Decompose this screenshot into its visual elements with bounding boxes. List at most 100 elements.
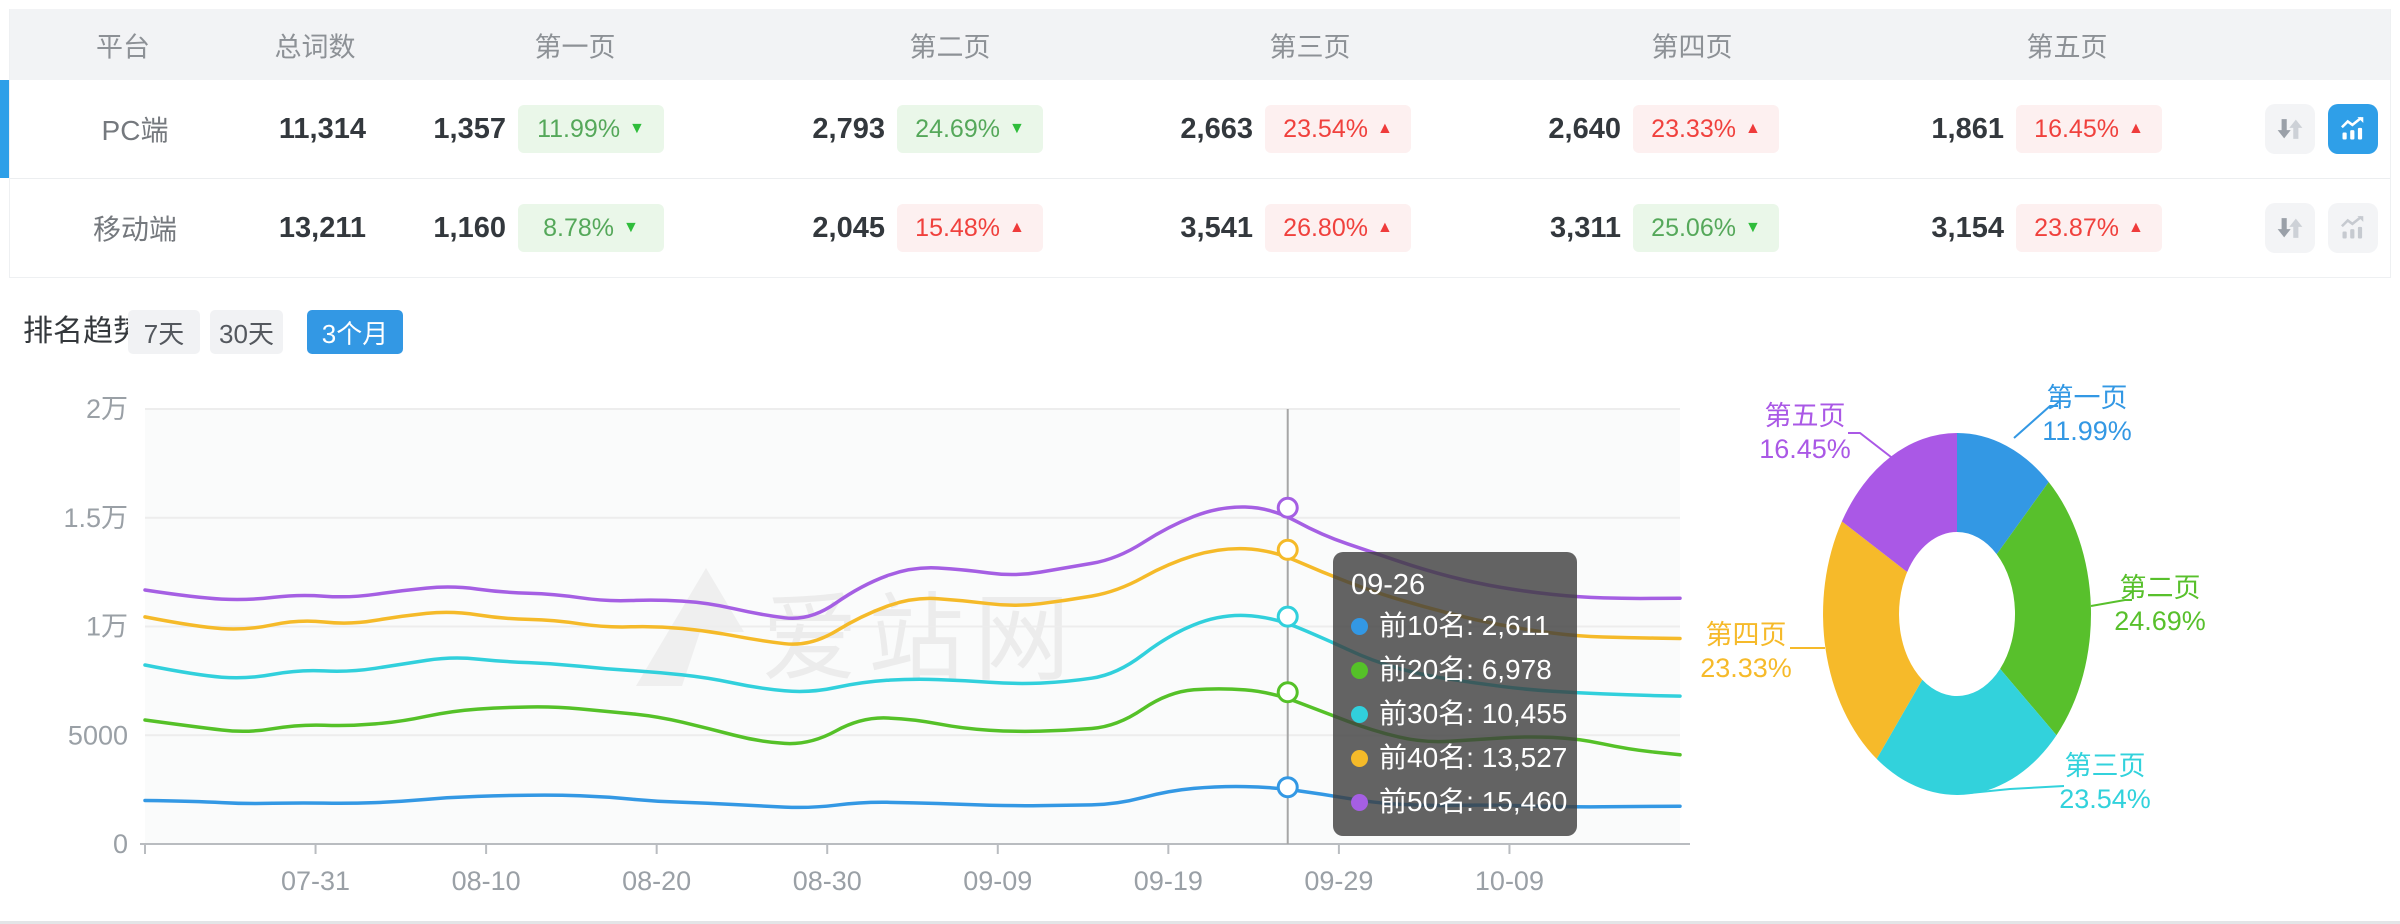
page-bottom-border	[0, 921, 2400, 924]
table-row-pc[interactable]: PC端 11,314 1,357 11.99% ▼ 2,793 24.69% ▼ 2…	[10, 80, 2390, 178]
page3-change-pct: 23.54%	[1283, 114, 1368, 143]
x-axis-label: 08-30	[793, 866, 862, 896]
donut-label-pct: 23.33%	[1700, 653, 1792, 683]
col-header-total-words: 总词数	[274, 32, 356, 62]
trend-chart-button-active[interactable]	[2328, 104, 2378, 154]
col-header-page3: 第三页	[1269, 32, 1351, 62]
page4-change-badge: 23.33% ▲	[1633, 105, 1779, 153]
rank-summary-table: 平台 总词数 第一页 第二页 第三页 第四页 第五页 PC端 11,314 1,…	[9, 9, 2391, 278]
chart-tooltip: 09-26 前10名: 2,611 前20名: 6,978 前30名: 10,455 前…	[1333, 552, 1577, 836]
donut-slice-第五页[interactable]	[1841, 433, 1957, 572]
col-header-page5: 第五页	[2026, 32, 2108, 62]
donut-label-第一页: 第一页 11.99%	[2032, 382, 2142, 448]
trend-up-icon: ▲	[2127, 120, 2144, 137]
x-axis-label: 08-20	[622, 866, 691, 896]
tab-7days[interactable]: 7天	[128, 310, 200, 354]
trend-down-icon: ▼	[629, 120, 645, 137]
sort-updown-button[interactable]	[2265, 104, 2315, 154]
donut-label-第二页: 第二页 24.69%	[2105, 572, 2215, 638]
y-axis-label: 0	[113, 829, 128, 859]
page4-change-pct: 25.06%	[1651, 213, 1736, 242]
page5-change-pct: 16.45%	[2034, 114, 2119, 143]
page5-count: 3,154	[1931, 211, 2004, 244]
series-dot-icon	[1351, 705, 1368, 723]
tooltip-item: 前10名: 2,611	[1351, 604, 1559, 648]
marker-point-前50名	[1276, 496, 1299, 519]
trend-up-icon: ▲	[1744, 120, 1761, 137]
series-dot-icon	[1351, 749, 1368, 767]
page3-change-badge: 23.54% ▲	[1265, 105, 1411, 153]
marker-point-前20名	[1276, 681, 1299, 704]
donut-label-pct: 11.99%	[2042, 416, 2132, 446]
donut-slice-第二页[interactable]	[1996, 482, 2091, 736]
donut-chart-canvas[interactable]	[1680, 380, 2400, 924]
donut-label-leader	[2013, 405, 2058, 439]
table-header-row: 平台 总词数 第一页 第二页 第三页 第四页 第五页	[10, 9, 2390, 80]
page1-change-badge: 8.78% ▼	[518, 204, 664, 252]
trend-title: 排名趋势	[23, 315, 143, 348]
page1-change-pct: 8.78%	[543, 213, 615, 242]
trend-up-icon: ▲	[1008, 219, 1025, 236]
active-row-indicator	[0, 80, 9, 178]
page3-count: 3,541	[1180, 211, 1253, 244]
page5-change-badge: 16.45% ▲	[2016, 105, 2162, 153]
total-words-value: 13,211	[278, 211, 366, 244]
page2-change-badge: 15.48% ▲	[897, 204, 1043, 252]
trend-down-icon: ▼	[623, 219, 639, 236]
tooltip-item: 前40名: 13,527	[1351, 736, 1567, 780]
trend-chart-icon	[2341, 215, 2364, 239]
series-dot-icon	[1351, 661, 1368, 679]
tooltip-date: 09-26	[1351, 569, 1426, 601]
row-actions	[2265, 104, 2390, 154]
donut-slice-第四页[interactable]	[1823, 521, 1923, 759]
table-row-mobile[interactable]: 移动端 13,211 1,160 8.78% ▼ 2,045 15.48% ▲ 3,…	[10, 178, 2390, 277]
tab-30days[interactable]: 30天	[210, 310, 283, 354]
donut-slice-第三页[interactable]	[1876, 668, 2057, 795]
x-axis-label: 09-09	[963, 866, 1032, 896]
donut-label-name: 第二页	[2119, 573, 2201, 603]
x-axis-label: 09-19	[1134, 866, 1203, 896]
page4-change-badge: 25.06% ▼	[1633, 204, 1779, 252]
sort-updown-icon	[2277, 218, 2303, 238]
y-axis-label: 1.5万	[63, 503, 128, 533]
page1-change-badge: 11.99% ▼	[518, 105, 664, 153]
y-axis-label: 1万	[86, 612, 128, 642]
page2-change-pct: 24.69%	[915, 114, 1000, 143]
trend-up-icon: ▲	[1376, 219, 1393, 236]
page2-change-badge: 24.69% ▼	[897, 105, 1043, 153]
donut-label-第四页: 第四页 23.33%	[1691, 619, 1801, 685]
platform-label: PC端	[101, 115, 169, 146]
platform-label: 移动端	[92, 214, 177, 245]
tooltip-item-text: 前20名: 6,978	[1379, 654, 1552, 685]
page4-count: 2,640	[1548, 112, 1621, 145]
row-actions	[2265, 203, 2390, 253]
donut-label-name: 第一页	[2046, 383, 2128, 413]
x-axis-label: 10-09	[1475, 866, 1544, 896]
donut-label-leader	[1969, 785, 2065, 794]
page1-count: 1,357	[433, 112, 506, 145]
col-header-page2: 第二页	[909, 32, 991, 62]
page1-count: 1,160	[433, 211, 506, 244]
page1-change-pct: 11.99%	[537, 114, 621, 143]
col-header-page4: 第四页	[1651, 32, 1733, 62]
donut-label-name: 第四页	[1705, 620, 1787, 650]
page5-change-badge: 23.87% ▲	[2016, 204, 2162, 252]
tooltip-item-text: 前50名: 15,460	[1379, 786, 1568, 817]
trend-chart-button[interactable]	[2328, 203, 2378, 253]
donut-slice-第一页[interactable]	[1957, 433, 2049, 555]
tooltip-item-text: 前30名: 10,455	[1379, 698, 1568, 729]
tab-3months[interactable]: 3个月	[307, 310, 403, 354]
donut-label-leader	[1848, 432, 1892, 458]
marker-point-前30名	[1276, 605, 1299, 628]
sort-updown-icon	[2277, 119, 2303, 139]
tooltip-item-text: 前10名: 2,611	[1379, 610, 1550, 641]
tooltip-item: 前30名: 10,455	[1351, 692, 1567, 736]
tooltip-item: 前20名: 6,978	[1351, 648, 1559, 692]
page5-change-pct: 23.87%	[2034, 213, 2119, 242]
donut-label-第三页: 第三页 23.54%	[2050, 750, 2160, 816]
col-header-page1: 第一页	[534, 32, 616, 62]
x-axis-label: 08-10	[452, 866, 521, 896]
sort-updown-button[interactable]	[2265, 203, 2315, 253]
trend-section-header: 排名趋势 7天 30天 3个月	[0, 304, 2400, 360]
page4-change-pct: 23.33%	[1651, 114, 1736, 143]
